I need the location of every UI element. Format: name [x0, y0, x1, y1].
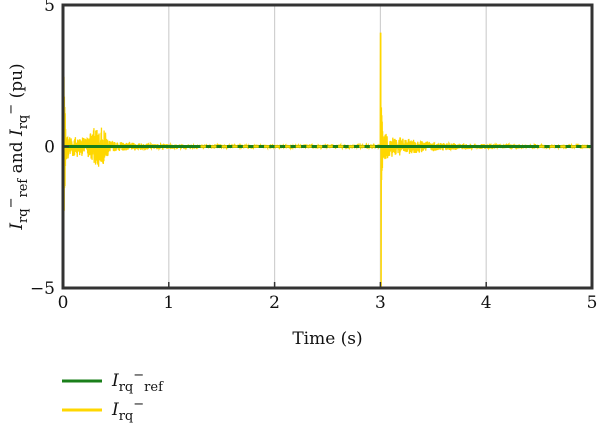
x-axis-label: Time (s): [292, 329, 362, 349]
y-axis-label: Irq−ref and Irq− (pu): [4, 63, 31, 230]
x-tick-label-2: 2: [269, 293, 280, 313]
plot-area: [61, 3, 594, 290]
legend-label-0: Irq−ref: [111, 368, 164, 395]
series-layer: [62, 4, 593, 289]
ylabel-sub1b: ref: [16, 178, 31, 198]
x-tick-label-3: 3: [375, 293, 386, 313]
legend-label-1: Irq−: [111, 397, 144, 424]
y-tick-label-0: −5: [30, 279, 55, 299]
ylabel-i1: I: [7, 223, 27, 231]
ylabel-sub2: rq: [16, 115, 31, 130]
ylabel-suffix: (pu): [7, 63, 27, 104]
ylabel-i2: I: [7, 129, 27, 137]
x-tick-label-4: 4: [481, 293, 492, 313]
y-axis-ticks: −5 0 5: [30, 0, 69, 299]
y-tick-label-2: 5: [44, 0, 55, 16]
x-tick-label-5: 5: [587, 293, 598, 313]
ylabel-sub1: rq: [16, 208, 31, 223]
ylabel-sup1: −: [4, 198, 19, 209]
x-tick-label-1: 1: [163, 293, 174, 313]
x-tick-label-0: 0: [58, 293, 69, 313]
x-axis-ticks: 0 1 2 3 4 5: [58, 282, 598, 313]
y-tick-label-1: 0: [44, 138, 55, 158]
ylabel-sup2: −: [4, 104, 19, 115]
ylabel-middle: and: [7, 136, 27, 179]
